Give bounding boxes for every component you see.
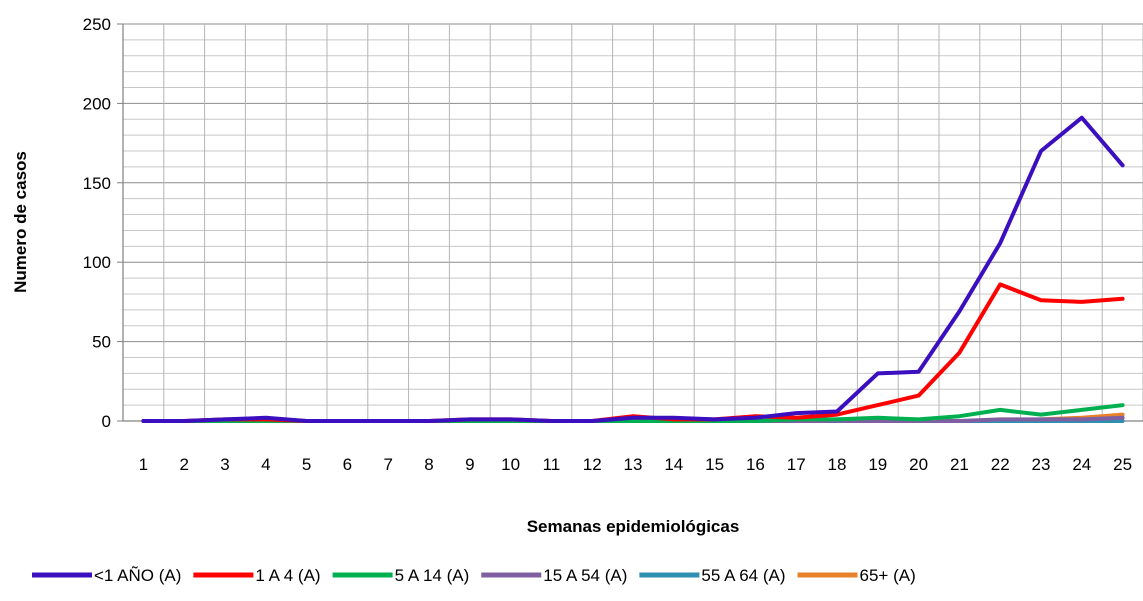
x-tick-label: 21 (950, 455, 969, 474)
x-tick-label: 2 (179, 455, 188, 474)
x-tick-label: 6 (343, 455, 352, 474)
x-tick-label: 10 (501, 455, 520, 474)
x-tick-label: 25 (1113, 455, 1132, 474)
x-tick-label: 16 (746, 455, 765, 474)
legend-item-1: <1 AÑO (A) (32, 566, 181, 585)
legend-label: 15 A 54 (A) (543, 566, 627, 585)
y-axis-title: Numero de casos (11, 151, 30, 293)
x-tick-label: 19 (868, 455, 887, 474)
y-tick-label: 100 (83, 253, 111, 272)
x-tick-label: 12 (583, 455, 602, 474)
x-tick-label: 4 (261, 455, 270, 474)
y-tick-label: 200 (83, 94, 111, 113)
legend-item-6: 65+ (A) (797, 566, 916, 585)
legend-item-3: 5 A 14 (A) (332, 566, 470, 585)
legend-item-4: 15 A 54 (A) (481, 566, 627, 585)
legend-item-2: 1 A 4 (A) (193, 566, 321, 585)
legend-item-5: 55 A 64 (A) (639, 566, 786, 585)
x-tick-label: 11 (543, 455, 561, 474)
y-tick-label: 250 (83, 15, 111, 34)
x-tick-label: 23 (1032, 455, 1051, 474)
y-tick-label: 50 (92, 333, 111, 352)
legend-label: 55 A 64 (A) (701, 566, 785, 585)
x-tick-label: 14 (664, 455, 683, 474)
x-tick-label: 8 (424, 455, 433, 474)
series-line-1 (141, 115, 1125, 423)
x-tick-label: 17 (787, 455, 806, 474)
legend-label: 1 A 4 (A) (255, 566, 320, 585)
series-lines (141, 115, 1125, 423)
x-tick-label: 24 (1072, 455, 1091, 474)
x-tick-label: 13 (624, 455, 643, 474)
x-tick-label: 5 (302, 455, 311, 474)
x-tick-label: 3 (220, 455, 229, 474)
legend: <1 AÑO (A) 1 A 4 (A) 5 A 14 (A) 15 A 54 (A)… (32, 566, 916, 585)
x-tick-label: 7 (383, 455, 392, 474)
x-tick-label: 9 (465, 455, 474, 474)
series-line-2 (141, 282, 1125, 423)
legend-label: <1 AÑO (A) (94, 566, 181, 585)
axes (117, 23, 1143, 422)
x-axis-title: Semanas epidemiológicas (527, 517, 740, 536)
legend-label: 65+ (A) (860, 566, 916, 585)
x-tick-label: 18 (828, 455, 847, 474)
legend-label: 5 A 14 (A) (395, 566, 470, 585)
y-tick-labels: 0 50 100 150 200 250 (83, 15, 111, 431)
y-tick-label: 150 (83, 174, 111, 193)
y-tick-label: 0 (102, 412, 111, 431)
x-tick-label: 22 (991, 455, 1010, 474)
x-tick-labels: 1 2 3 4 5 6 7 8 9 10 11 12 13 14 15 16 17 18 19 20 21 22 23 24 2… (139, 455, 1132, 474)
x-tick-label: 20 (909, 455, 928, 474)
grid (123, 23, 1143, 421)
x-tick-label: 15 (705, 455, 724, 474)
x-tick-label: 1 (139, 455, 148, 474)
